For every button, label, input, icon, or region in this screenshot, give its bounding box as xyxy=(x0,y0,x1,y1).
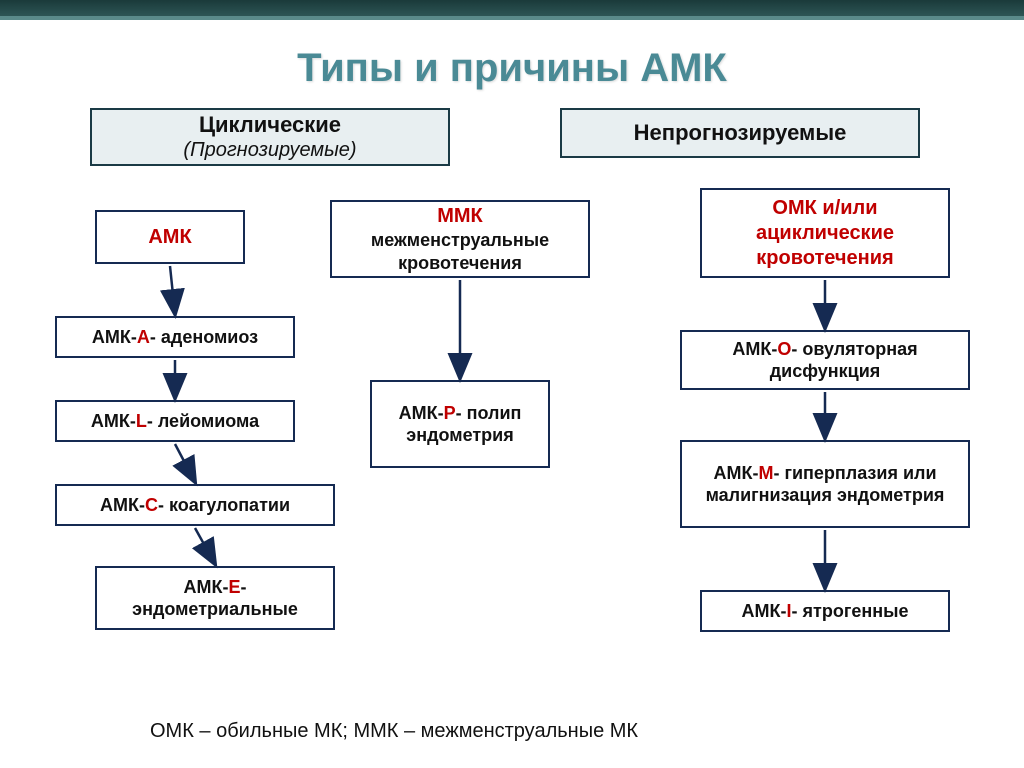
node-amk-a: АМК-А- аденомиоз xyxy=(55,316,295,358)
header-cyclic: Циклические (Прогнозируемые) xyxy=(90,108,450,166)
mid-mmk: ММК межменструальные кровотечения xyxy=(330,200,590,278)
page-title: Типы и причины АМК xyxy=(0,46,1024,91)
header-unpredictable: Непрогнозируемые xyxy=(560,108,920,158)
top-bar xyxy=(0,0,1024,16)
mid-amk: АМК xyxy=(95,210,245,264)
node-amk-e: АМК-Е- эндометриальные xyxy=(95,566,335,630)
node-amk-i: АМК-I- ятрогенные xyxy=(700,590,950,632)
mid-omk-main: ОМК и/или ациклические кровотечения xyxy=(756,197,894,269)
node-amk-o: АМК-О- овуляторная дисфункция xyxy=(680,330,970,390)
footnote: ОМК – обильные МК; ММК – межменструальны… xyxy=(150,720,638,743)
header-cyclic-main: Циклические xyxy=(199,112,341,137)
mid-omk: ОМК и/или ациклические кровотечения xyxy=(700,188,950,278)
node-amk-m: АМК-М- гиперплазия или малигнизация эндо… xyxy=(680,440,970,528)
mid-mmk-sub: межменструальные кровотечения xyxy=(340,229,580,274)
mid-amk-main: АМК xyxy=(148,226,191,248)
header-unpredictable-main: Непрогнозируемые xyxy=(634,120,847,145)
header-cyclic-sub: (Прогнозируемые) xyxy=(183,138,356,163)
mid-mmk-main: ММК xyxy=(437,205,483,227)
node-amk-c: АМК-С- коагулопатии xyxy=(55,484,335,526)
node-amk-p: АМК-Р- полип эндометрия xyxy=(370,380,550,468)
node-amk-l: АМК-L- лейомиома xyxy=(55,400,295,442)
